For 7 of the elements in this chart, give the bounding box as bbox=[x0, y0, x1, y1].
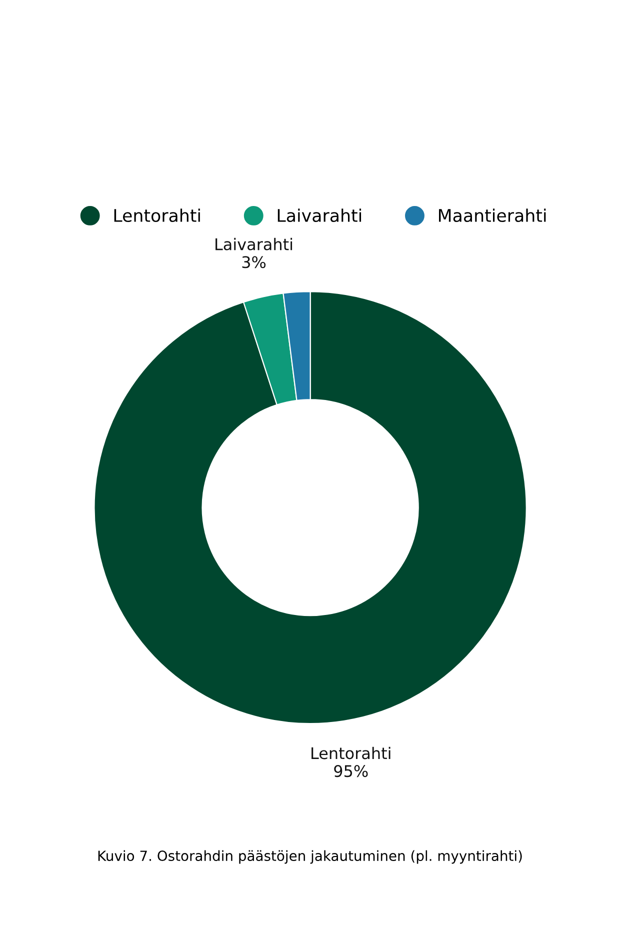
legend-label: Laivarahti bbox=[278, 208, 362, 222]
donut-slice bbox=[94, 291, 527, 724]
data-label: Lentorahti 95% bbox=[312, 746, 390, 778]
text: Kuvio 7. Ostorahdin päästöjen jakautuminen (pl. myyntirahti) bbox=[98, 850, 522, 864]
legend-label: Maantierahti bbox=[439, 208, 546, 222]
legend-label: Lentorahti bbox=[114, 208, 200, 222]
data-label: Laivarahti 3% bbox=[216, 238, 292, 268]
